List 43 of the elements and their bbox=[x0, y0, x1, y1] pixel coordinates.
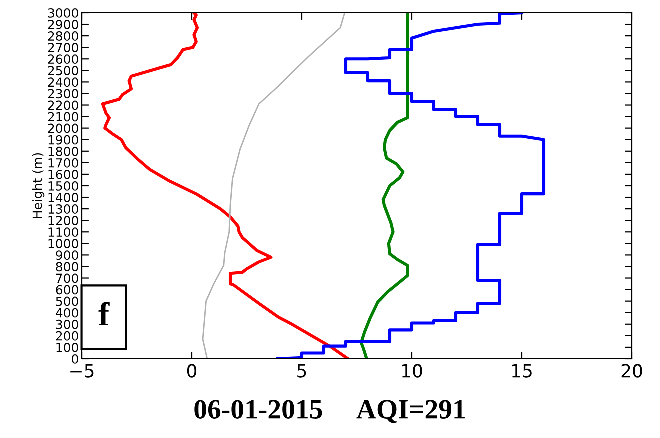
y-tick-label: 1600 bbox=[48, 170, 78, 180]
x-tick-label: 5 bbox=[298, 364, 306, 378]
y-tick-label: 1400 bbox=[48, 193, 78, 202]
y-tick-label: 2600 bbox=[48, 54, 78, 64]
y-tick-label: 100 bbox=[56, 342, 78, 352]
y-tick-label: 1200 bbox=[48, 216, 78, 226]
x-tick-label: 10 bbox=[402, 364, 422, 378]
y-tick-label: 600 bbox=[56, 285, 78, 295]
x-tick-label: −5 bbox=[70, 364, 94, 378]
y-tick-label: 500 bbox=[56, 296, 78, 306]
y-tick-label: 400 bbox=[56, 308, 78, 318]
y-tick-label: 2700 bbox=[48, 43, 78, 53]
line-series bbox=[202, 13, 346, 359]
y-tick-label: 2900 bbox=[48, 20, 78, 30]
x-tick-label: 0 bbox=[187, 364, 197, 378]
y-tick-label: 200 bbox=[56, 331, 78, 341]
y-tick-label: 2300 bbox=[48, 89, 78, 99]
x-tick-label: 15 bbox=[512, 364, 532, 378]
y-tick-label: 1000 bbox=[48, 239, 78, 249]
y-tick-label: 1500 bbox=[48, 181, 78, 191]
line-series bbox=[276, 13, 546, 359]
y-tick-label: 0 bbox=[72, 354, 78, 364]
y-tick-label: 1800 bbox=[48, 146, 78, 156]
y-tick-label: 900 bbox=[56, 250, 78, 260]
y-tick-label: 2000 bbox=[48, 124, 78, 134]
y-tick-label: 3000 bbox=[48, 8, 78, 18]
line-series bbox=[360, 13, 410, 359]
y-tick-label: 1900 bbox=[48, 135, 78, 145]
y-tick-label: 2200 bbox=[48, 100, 78, 110]
annotation: f bbox=[98, 302, 110, 326]
y-axis-title: Height (m) bbox=[32, 153, 45, 218]
y-tick-label: 1100 bbox=[48, 228, 78, 238]
y-tick-label: 2100 bbox=[48, 112, 78, 122]
y-tick-label: 800 bbox=[56, 262, 78, 272]
y-tick-label: 1300 bbox=[48, 204, 78, 214]
y-tick-label: 2800 bbox=[48, 32, 78, 41]
y-tick-label: 700 bbox=[56, 274, 78, 284]
y-tick-label: 2400 bbox=[48, 78, 78, 88]
y-tick-label: 1700 bbox=[48, 158, 78, 168]
text: 06-01-2015 AQI=291 bbox=[194, 400, 465, 424]
x-tick-label: 20 bbox=[622, 364, 642, 378]
y-tick-label: 2500 bbox=[48, 66, 78, 76]
y-tick-label: 300 bbox=[56, 320, 78, 330]
